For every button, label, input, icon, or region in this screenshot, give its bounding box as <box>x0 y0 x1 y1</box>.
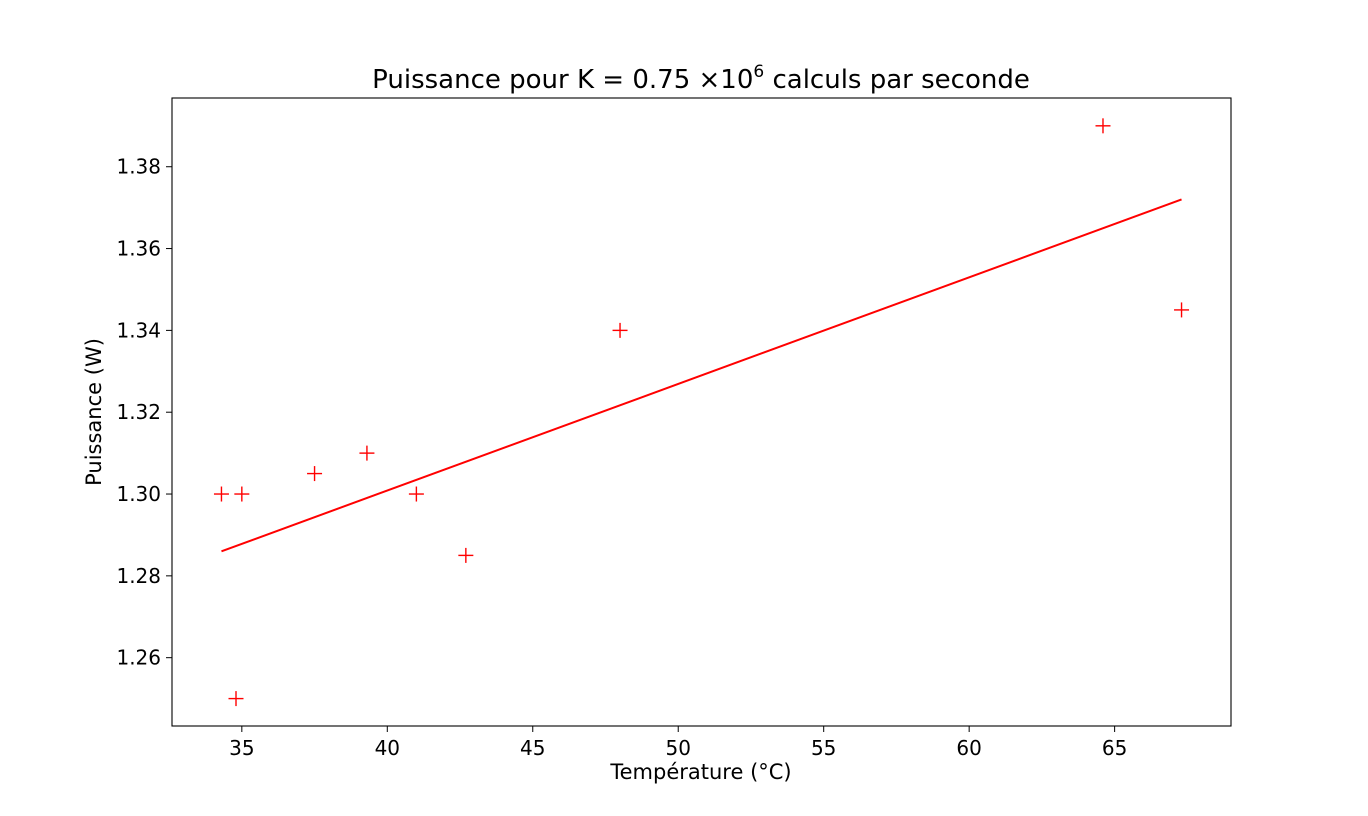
y-tick-label: 1.36 <box>116 237 161 261</box>
chart-title-superscript: 6 <box>753 62 764 82</box>
data-point <box>1174 302 1190 318</box>
axes-frame <box>171 97 1232 727</box>
x-tick-label: 50 <box>665 736 690 760</box>
data-point <box>1095 118 1111 134</box>
y-tick-label: 1.32 <box>116 400 161 424</box>
data-point <box>458 547 474 563</box>
x-tick-label: 35 <box>229 736 254 760</box>
y-tick-label: 1.26 <box>116 646 161 670</box>
y-axis-label: Puissance (W) <box>82 338 106 486</box>
x-tick-label: 55 <box>811 736 836 760</box>
y-tick-label: 1.30 <box>116 482 161 506</box>
x-tick-label: 40 <box>375 736 400 760</box>
y-tick-label: 1.38 <box>116 155 161 179</box>
fit-line <box>221 198 1182 553</box>
data-point <box>213 486 229 502</box>
x-tick-label: 65 <box>1102 736 1127 760</box>
y-axis: 1.26 1.28 1.30 1.32 1.34 1.36 1.38 <box>116 155 172 670</box>
data-point <box>408 486 424 502</box>
data-point <box>228 691 244 707</box>
y-tick-label: 1.34 <box>116 318 161 342</box>
plot-area <box>213 118 1190 707</box>
x-tick-label: 45 <box>520 736 545 760</box>
data-point <box>359 445 375 461</box>
data-point <box>612 322 628 338</box>
y-tick-label: 1.28 <box>116 564 161 588</box>
data-point <box>234 486 250 502</box>
data-point <box>307 466 323 482</box>
x-axis-label: Température (°C) <box>609 760 791 784</box>
chart-title-suffix: calculs par seconde <box>764 65 1030 95</box>
chart-title: Puissance pour K = 0.75 ×106 calculs par… <box>372 62 1030 95</box>
chart-title-main: Puissance pour K = 0.75 ×10 <box>372 65 753 95</box>
x-tick-label: 60 <box>956 736 981 760</box>
x-axis: 35 40 45 50 55 60 65 <box>229 726 1127 760</box>
